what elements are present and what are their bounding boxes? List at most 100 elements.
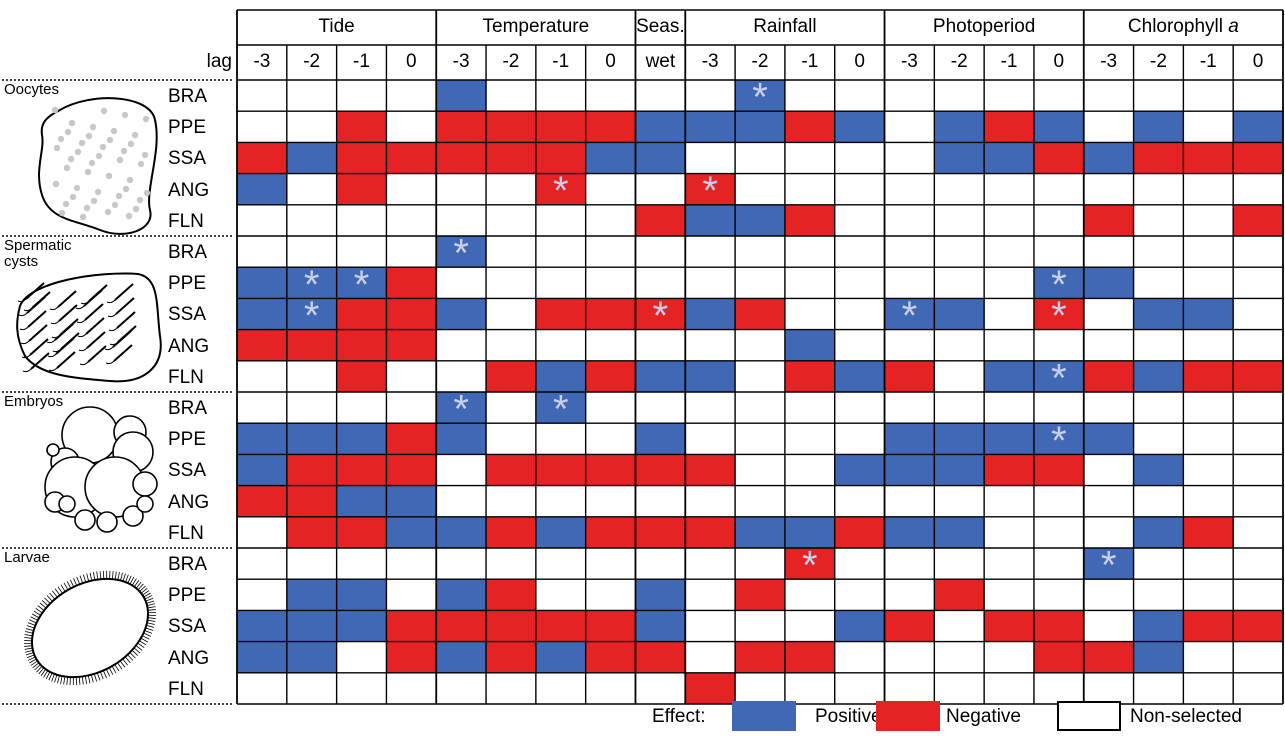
cell-larvae-ppe-1 xyxy=(286,579,337,611)
cell-spermatic-cysts-ang-18 xyxy=(1133,329,1184,361)
group-header-rainfall: Rainfall xyxy=(685,16,884,38)
lag-header: -1 xyxy=(801,51,819,72)
cell-larvae-ssa-9 xyxy=(685,610,736,642)
cell-oocytes-ang-7 xyxy=(585,173,636,205)
cell-oocytes-ppe-10 xyxy=(735,111,785,143)
significance-asterisk: * xyxy=(1051,356,1067,400)
significance-asterisk: * xyxy=(304,294,320,338)
cell-oocytes-fln-17 xyxy=(1083,204,1134,236)
group-header-temperature: Temperature xyxy=(436,16,635,38)
cell-spermatic-cysts-bra-19 xyxy=(1183,236,1234,268)
cell-oocytes-ang-3 xyxy=(386,173,437,205)
cell-oocytes-fln-4 xyxy=(436,204,487,236)
cell-embryos-ssa-14 xyxy=(934,454,985,486)
cell-larvae-ang-14 xyxy=(934,641,985,673)
cell-spermatic-cysts-ssa-0 xyxy=(237,298,287,330)
cell-spermatic-cysts-ang-6 xyxy=(535,329,586,361)
cell-spermatic-cysts-fln-18 xyxy=(1133,360,1184,392)
cell-spermatic-cysts-bra-4 xyxy=(436,236,487,268)
cell-larvae-bra-8 xyxy=(635,548,686,580)
cell-oocytes-ssa-12 xyxy=(834,142,885,174)
cell-embryos-ssa-6 xyxy=(535,454,586,486)
cell-spermatic-cysts-fln-14 xyxy=(934,360,985,392)
cell-oocytes-ppe-1 xyxy=(286,111,337,143)
cell-oocytes-ssa-1 xyxy=(286,142,337,174)
species-label: PPE xyxy=(168,117,207,139)
cell-oocytes-fln-0 xyxy=(237,204,287,236)
cell-larvae-bra-9 xyxy=(685,548,736,580)
significance-asterisk: * xyxy=(553,169,569,213)
cell-embryos-ssa-2 xyxy=(336,454,387,486)
cell-oocytes-bra-11 xyxy=(784,80,835,112)
cell-oocytes-ppe-2 xyxy=(336,111,387,143)
cell-spermatic-cysts-fln-16 xyxy=(1033,360,1084,392)
cell-larvae-ppe-8 xyxy=(635,579,686,611)
cell-spermatic-cysts-ang-7 xyxy=(585,329,636,361)
cell-oocytes-fln-2 xyxy=(336,204,387,236)
cell-embryos-bra-13 xyxy=(884,392,935,424)
cell-larvae-fln-10 xyxy=(735,672,785,704)
cell-oocytes-ppe-14 xyxy=(934,111,985,143)
cell-spermatic-cysts-fln-20 xyxy=(1233,360,1283,392)
cell-spermatic-cysts-ppe-13 xyxy=(884,267,935,299)
cell-spermatic-cysts-fln-3 xyxy=(386,360,437,392)
significance-asterisk: * xyxy=(453,232,469,276)
cell-larvae-ssa-18 xyxy=(1133,610,1184,642)
cell-embryos-ssa-4 xyxy=(436,454,487,486)
lag-header: -2 xyxy=(751,51,769,72)
cell-oocytes-ssa-8 xyxy=(635,142,686,174)
cell-oocytes-ang-13 xyxy=(884,173,935,205)
cell-embryos-ppe-15 xyxy=(984,423,1034,455)
cell-embryos-ppe-10 xyxy=(735,423,785,455)
cell-oocytes-ppe-13 xyxy=(884,111,935,143)
cell-larvae-ssa-2 xyxy=(336,610,387,642)
species-label: BRA xyxy=(168,554,208,575)
cell-embryos-ang-12 xyxy=(834,485,885,517)
group-header-italic: a xyxy=(1228,16,1239,37)
cell-larvae-ppe-20 xyxy=(1233,579,1283,611)
cell-embryos-ssa-15 xyxy=(984,454,1034,486)
cell-embryos-ang-10 xyxy=(735,485,785,517)
lag-header: -1 xyxy=(353,51,370,72)
cell-larvae-ang-2 xyxy=(336,641,387,673)
cell-embryos-ppe-19 xyxy=(1183,423,1234,455)
cell-larvae-ssa-11 xyxy=(784,610,835,642)
significance-asterisk: * xyxy=(453,388,469,432)
cell-embryos-ssa-11 xyxy=(784,454,835,486)
lag-header: wet xyxy=(645,51,676,72)
cell-embryos-ang-15 xyxy=(984,485,1034,517)
cell-oocytes-bra-8 xyxy=(635,80,686,112)
lag-header: -2 xyxy=(303,51,321,72)
cell-larvae-bra-10 xyxy=(735,548,785,580)
cell-embryos-ppe-5 xyxy=(486,423,536,455)
cell-embryos-bra-15 xyxy=(984,392,1034,424)
cell-larvae-fln-14 xyxy=(934,672,985,704)
species-label: ANG xyxy=(168,491,210,513)
significance-asterisk: * xyxy=(1051,419,1067,463)
cell-oocytes-bra-16 xyxy=(1033,80,1084,112)
species-label: SSA xyxy=(168,304,207,326)
lag-axis-label: lag xyxy=(206,51,232,72)
cell-embryos-ppe-1 xyxy=(286,423,337,455)
cell-larvae-ssa-14 xyxy=(934,610,985,642)
cell-oocytes-ppe-0 xyxy=(237,111,287,143)
cell-oocytes-ppe-6 xyxy=(535,111,586,143)
species-label: PPE xyxy=(168,273,207,295)
cell-larvae-ssa-15 xyxy=(984,610,1034,642)
cell-larvae-fln-8 xyxy=(635,672,686,704)
cell-spermatic-cysts-ang-5 xyxy=(486,329,536,361)
cell-oocytes-bra-15 xyxy=(984,80,1034,112)
cell-larvae-bra-1 xyxy=(286,548,337,580)
cell-embryos-fln-3 xyxy=(386,516,437,548)
larvae-icon xyxy=(23,570,157,686)
cell-embryos-ssa-5 xyxy=(486,454,536,486)
cell-embryos-bra-9 xyxy=(685,392,736,424)
cell-oocytes-ssa-10 xyxy=(735,142,785,174)
species-label: SSA xyxy=(168,460,207,482)
cell-oocytes-fln-8 xyxy=(635,204,686,236)
cell-larvae-ang-10 xyxy=(735,641,785,673)
cell-oocytes-fln-20 xyxy=(1233,204,1283,236)
cell-oocytes-bra-14 xyxy=(934,80,985,112)
cell-oocytes-ang-19 xyxy=(1183,173,1234,205)
cell-oocytes-ppe-17 xyxy=(1083,111,1134,143)
